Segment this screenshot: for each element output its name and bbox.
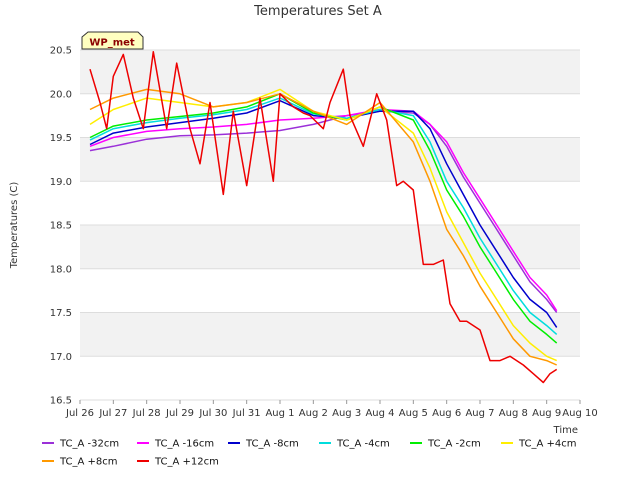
legend-item-tc-a-32cm: TC_A -32cm [42, 439, 119, 450]
x-tick-label: Aug 2 [299, 408, 328, 419]
series-line-tc-a-4cm [89, 97, 558, 335]
x-tick-label: Aug 1 [265, 408, 294, 419]
legend-label: TC_A +4cm [518, 439, 577, 450]
y-tick-label: 19.0 [50, 177, 72, 188]
x-tick-label: Aug 7 [465, 408, 494, 419]
legend-item-tc-a-2cm: TC_A -2cm [410, 439, 481, 450]
plot-band [80, 50, 580, 94]
x-tick-label: Aug 6 [432, 408, 461, 419]
legend-label: TC_A -4cm [336, 439, 390, 450]
x-tick-label: Aug 5 [399, 408, 428, 419]
plot-band [80, 312, 580, 357]
y-tick-label: 20.5 [50, 46, 72, 57]
series-line-tc-a-12cm [89, 50, 558, 384]
series-layer [89, 50, 558, 384]
legend-label: TC_A -8cm [245, 439, 299, 450]
y-tick-label: 20.0 [50, 89, 72, 100]
x-tick-label: Jul 30 [198, 408, 227, 419]
badge-shape [81, 31, 144, 50]
y-tick-label: 17.5 [50, 308, 72, 319]
legend-item-tc-a-8cm: TC_A -8cm [228, 439, 299, 450]
x-tick-label: Jul 28 [132, 408, 161, 419]
legend-label: TC_A -2cm [427, 439, 481, 450]
series-line-tc-a-8cm [89, 99, 558, 328]
x-axis-label: Time [553, 425, 578, 436]
chart-title: Temperatures Set A [253, 4, 382, 19]
y-tick-label: 18.0 [50, 264, 72, 275]
legend-item-tc-a-4cm: TC_A +4cm [501, 439, 577, 450]
plot-band [80, 225, 580, 269]
x-tick-label: Aug 4 [365, 408, 394, 419]
series-line-tc-a-8cm [89, 88, 558, 366]
y-tick-label: 19.5 [50, 133, 72, 144]
y-tick-label: 16.5 [50, 396, 72, 407]
x-tick-label: Aug 8 [499, 408, 528, 419]
legend-label: TC_A -32cm [59, 439, 119, 450]
badge-label: WP_met [89, 38, 135, 49]
legend-item-tc-a-4cm: TC_A -4cm [319, 439, 390, 450]
legend-item-tc-a-16cm: TC_A -16cm [137, 439, 214, 450]
y-axis-label: Temperatures (C) [9, 182, 20, 270]
x-tick-label: Jul 29 [165, 408, 194, 419]
x-tick-label: Aug 10 [562, 408, 597, 419]
x-tick-label: Aug 9 [532, 408, 561, 419]
series-line-tc-a-2cm [89, 93, 558, 344]
y-axis-ticks: 16.5 17.0 17.5 18.0 18.5 19.0 19.5 20.0 20.5 [50, 46, 72, 407]
legend-label: TC_A +12cm [154, 457, 219, 468]
y-tick-label: 17.0 [50, 352, 72, 363]
x-tick-label: Jul 27 [98, 408, 127, 419]
legend-label: TC_A -16cm [154, 439, 214, 450]
plot-band [80, 137, 580, 182]
wp-met-badge: WP_met [81, 31, 144, 50]
x-tick-label: Aug 3 [332, 408, 361, 419]
legend: TC_A -32cm TC_A -16cm TC_A -8cm TC_A -4cm TC… [42, 439, 577, 468]
legend-label: TC_A +8cm [59, 457, 118, 468]
y-tick-label: 18.5 [50, 221, 72, 232]
series-line-tc-a-16cm [89, 108, 558, 312]
x-axis-ticks: Jul 26 Jul 27 Jul 28 Jul 29 Jul 30 Jul 31 Aug … [65, 400, 598, 419]
legend-item-tc-a-12cm: TC_A +12cm [137, 457, 219, 468]
x-tick-label: Jul 26 [65, 408, 94, 419]
legend-item-tc-a-8cm: TC_A +8cm [42, 457, 118, 468]
x-tick-label: Jul 31 [232, 408, 261, 419]
